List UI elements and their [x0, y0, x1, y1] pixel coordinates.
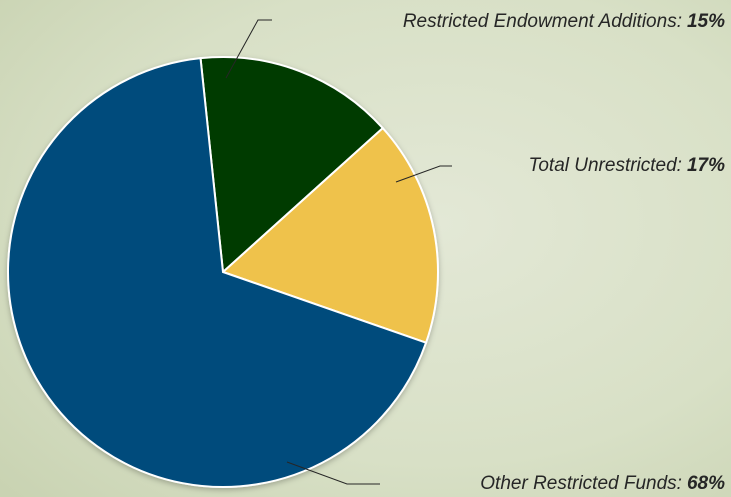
slice-percent: 68% [687, 473, 725, 494]
slice-label: Total Unrestricted: 17% [528, 155, 725, 176]
pie [7, 56, 439, 488]
slice-name: Other Restricted Funds: [480, 473, 682, 494]
pie-slice [221, 126, 439, 344]
slice-name: Total Unrestricted: [528, 155, 681, 176]
slice-label: Restricted Endowment Additions: 15% [403, 11, 725, 32]
slice-name: Restricted Endowment Additions: [403, 11, 682, 32]
leader-line [225, 19, 272, 79]
pie-slice [7, 57, 428, 488]
leader-line [286, 461, 380, 485]
leader-line [395, 165, 452, 183]
slice-percent: 15% [687, 11, 725, 32]
slice-label: Other Restricted Funds: 68% [480, 473, 725, 494]
pie-slice [199, 56, 385, 275]
slice-percent: 17% [687, 155, 725, 176]
